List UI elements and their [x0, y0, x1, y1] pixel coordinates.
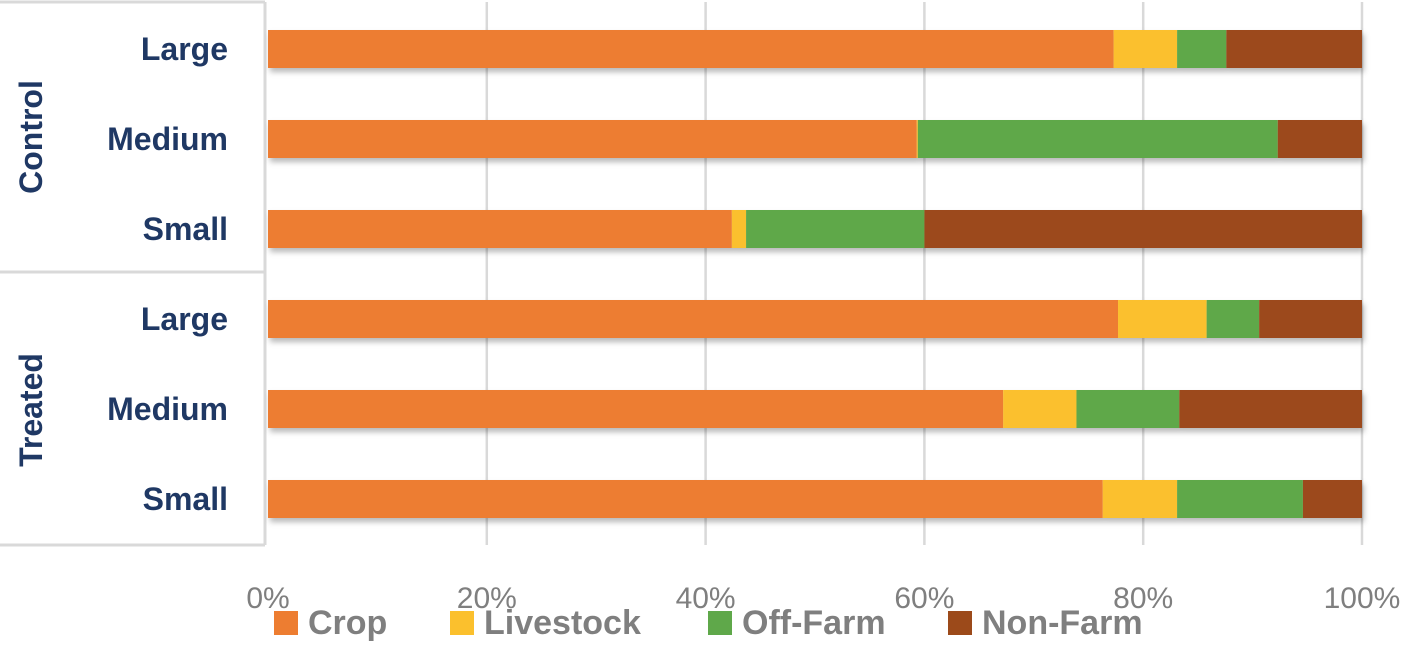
- legend-swatch: [708, 611, 732, 635]
- bar-segment-crop: [268, 120, 917, 158]
- bar-segment-crop: [268, 480, 1103, 518]
- bar-segment-crop: [268, 210, 732, 248]
- legend-item: Livestock: [450, 604, 641, 642]
- bar-segment-non-farm: [1302, 480, 1362, 518]
- legend-item: Non-Farm: [948, 604, 1143, 642]
- x-tick-label: 0%: [246, 582, 289, 615]
- category-labels: Large Medium Small Large Medium Small: [107, 31, 228, 517]
- gridlines: [485, 2, 1364, 545]
- category-label: Medium: [107, 121, 228, 157]
- legend-label: Non-Farm: [982, 604, 1143, 642]
- category-label: Large: [141, 31, 228, 67]
- bar-segment-crop: [268, 390, 1004, 428]
- legend-label: Crop: [308, 604, 387, 642]
- x-tick-label: 60%: [894, 582, 954, 615]
- category-label: Small: [143, 211, 228, 247]
- bar-segment-off-farm: [917, 120, 1278, 158]
- legend-label: Off-Farm: [742, 604, 886, 642]
- group-labels: Control Treated: [13, 80, 49, 467]
- bar-segment-off-farm: [1177, 480, 1303, 518]
- bar-segment-non-farm: [1179, 390, 1362, 428]
- x-tick-label: 100%: [1324, 582, 1401, 615]
- category-axis-frame: [0, 0, 267, 547]
- bar-segment-off-farm: [1177, 30, 1227, 68]
- legend-item: Crop: [274, 604, 387, 642]
- bar-segment-livestock: [1118, 300, 1207, 338]
- bar-segment-non-farm: [1226, 30, 1362, 68]
- bar-segment-crop: [268, 30, 1114, 68]
- bar-row: [268, 210, 1362, 248]
- bars: [268, 30, 1362, 518]
- bar-segment-livestock: [1102, 480, 1178, 518]
- category-label: Large: [141, 301, 228, 337]
- bar-segment-livestock: [1003, 390, 1077, 428]
- bar-segment-crop: [268, 300, 1119, 338]
- x-axis-tick-labels: 0% 20% 40% 60% 80% 100%: [246, 582, 1400, 615]
- x-tick-label: 20%: [457, 582, 517, 615]
- category-label: Medium: [107, 391, 228, 427]
- x-tick-label: 40%: [676, 582, 736, 615]
- bar-row: [268, 480, 1362, 518]
- bar-segment-off-farm: [1206, 300, 1260, 338]
- bar-segment-livestock: [1113, 30, 1178, 68]
- legend-swatch: [274, 611, 298, 635]
- bar-row: [268, 120, 1362, 158]
- legend-swatch: [450, 611, 474, 635]
- category-label: Small: [143, 481, 228, 517]
- bar-segment-non-farm: [1259, 300, 1362, 338]
- bar-row: [268, 30, 1362, 68]
- bar-segment-non-farm: [924, 210, 1362, 248]
- legend-swatch: [948, 611, 972, 635]
- bar-row: [268, 300, 1362, 338]
- group-label: Treated: [13, 353, 49, 467]
- bar-segment-off-farm: [1076, 390, 1180, 428]
- legend-label: Livestock: [484, 604, 641, 642]
- bar-segment-non-farm: [1277, 120, 1362, 158]
- bar-segment-livestock: [916, 120, 918, 158]
- legend: Crop Livestock Off-Farm Non-Farm: [274, 604, 1143, 642]
- group-label: Control: [13, 80, 49, 194]
- legend-item: Off-Farm: [708, 604, 886, 642]
- bar-row: [268, 390, 1362, 428]
- bar-segment-livestock: [731, 210, 747, 248]
- x-tick-label: 80%: [1113, 582, 1173, 615]
- bar-segment-off-farm: [746, 210, 925, 248]
